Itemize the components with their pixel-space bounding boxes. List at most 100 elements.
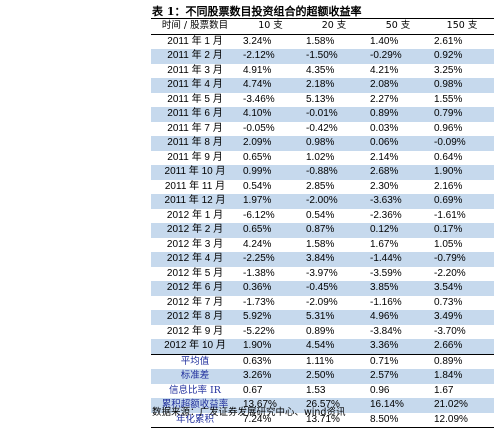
column-header-period: 时间 / 股票数目 bbox=[151, 18, 239, 35]
row-label: 2011 年 2 月 bbox=[151, 49, 239, 64]
cell-value: 2.18% bbox=[302, 78, 366, 93]
cell-value: 4.21% bbox=[370, 64, 399, 76]
row-label: 2011 年 7 月 bbox=[167, 122, 223, 134]
cell-value: 3.26% bbox=[239, 369, 302, 384]
cell-value: 2.50% bbox=[302, 369, 366, 384]
table-row: 2011 年 9 月 0.65% 1.02% 2.14% 0.64% bbox=[151, 151, 494, 166]
cell-value: -0.88% bbox=[302, 165, 366, 180]
cell-value: 1.97% bbox=[239, 194, 302, 209]
cell-value: -2.00% bbox=[302, 194, 366, 209]
row-label: 2012 年 6 月 bbox=[151, 281, 239, 296]
cell-value: -6.12% bbox=[243, 209, 275, 221]
row-label: 2012 年 2 月 bbox=[151, 223, 239, 238]
cell-value: 2.16% bbox=[434, 180, 463, 192]
cell-value: -1.16% bbox=[370, 296, 402, 308]
row-label: 2012 年 8 月 bbox=[151, 310, 239, 325]
cell-value: 1.53 bbox=[306, 384, 326, 396]
table-header-row: 时间 / 股票数目 10 支 20 支 50 支 150 支 bbox=[151, 18, 494, 35]
cell-value: 1.58% bbox=[306, 35, 335, 47]
cell-value: 3.25% bbox=[434, 64, 463, 76]
cell-value: 1.90% bbox=[430, 165, 494, 180]
cell-value: 2.61% bbox=[434, 35, 463, 47]
table-row: 2012 年 9 月 -5.22% 0.89% -3.84% -3.70% bbox=[151, 325, 494, 340]
cell-value: 0.64% bbox=[434, 151, 463, 163]
row-label: 2011 年 9 月 bbox=[167, 151, 223, 163]
cell-value: 0.65% bbox=[239, 223, 302, 238]
cell-value: 0.12% bbox=[366, 223, 430, 238]
cell-value: 0.87% bbox=[302, 223, 366, 238]
cell-value: 1.40% bbox=[370, 35, 399, 47]
table-row: 2011 年 1 月 3.24% 1.58% 1.40% 2.61% bbox=[151, 34, 494, 49]
table-caption: 表 1：不同股票数目投资组合的超额收益率 bbox=[152, 5, 362, 18]
row-label: 平均值 bbox=[151, 353, 239, 369]
cell-value: 0.71% bbox=[366, 353, 430, 369]
cell-value: 4.96% bbox=[366, 310, 430, 325]
cell-value: 1.84% bbox=[430, 369, 494, 384]
cell-value: 2.09% bbox=[239, 136, 302, 151]
cell-value: 2.30% bbox=[370, 180, 399, 192]
cell-value: -0.05% bbox=[243, 122, 275, 134]
table-row: 2012 年 5 月 -1.38% -3.97% -3.59% -2.20% bbox=[151, 267, 494, 282]
cell-value: 1.58% bbox=[306, 238, 335, 250]
row-label: 信息比率 IR bbox=[169, 384, 221, 396]
table-row: 2011 年 4 月 4.74% 2.18% 2.08% 0.98% bbox=[151, 78, 494, 93]
row-label: 2012 年 4 月 bbox=[151, 252, 239, 267]
cell-value: -1.50% bbox=[302, 49, 366, 64]
cell-value: 0.54% bbox=[243, 180, 272, 192]
cell-value: -5.22% bbox=[243, 325, 275, 337]
table-row: 2011 年 3 月 4.91% 4.35% 4.21% 3.25% bbox=[151, 64, 494, 79]
cell-value: -1.38% bbox=[243, 267, 275, 279]
cell-value: 0.03% bbox=[370, 122, 399, 134]
cell-value: 3.84% bbox=[302, 252, 366, 267]
column-header-150: 150 支 bbox=[430, 18, 494, 35]
cell-value: 0.73% bbox=[434, 296, 463, 308]
table-row: 2011 年 2 月 -2.12% -1.50% -0.29% 0.92% bbox=[151, 49, 494, 64]
cell-value: 0.98% bbox=[302, 136, 366, 151]
cell-value: 1.67% bbox=[370, 238, 399, 250]
table-row: 2012 年 8 月 5.92% 5.31% 4.96% 3.49% bbox=[151, 310, 494, 325]
cell-value: -2.20% bbox=[434, 267, 466, 279]
cell-value: -0.45% bbox=[302, 281, 366, 296]
table-row: 2011 年 11 月 0.54% 2.85% 2.30% 2.16% bbox=[151, 180, 494, 195]
table-row: 2012 年 2 月 0.65% 0.87% 0.12% 0.17% bbox=[151, 223, 494, 238]
cell-value: 4.91% bbox=[243, 64, 272, 76]
cell-value: -0.42% bbox=[306, 122, 338, 134]
cell-value: 2.57% bbox=[366, 369, 430, 384]
cell-value: 0.92% bbox=[430, 49, 494, 64]
cell-value: 4.24% bbox=[243, 238, 272, 250]
row-label: 2011 年 12 月 bbox=[151, 194, 239, 209]
cell-value: -3.46% bbox=[243, 93, 275, 105]
column-header-50: 50 支 bbox=[366, 18, 430, 35]
cell-value: -0.09% bbox=[430, 136, 494, 151]
row-label: 2011 年 11 月 bbox=[164, 180, 226, 192]
table-row: 2011 年 8 月 2.09% 0.98% 0.06% -0.09% bbox=[151, 136, 494, 151]
cell-value: 1.55% bbox=[434, 93, 463, 105]
table-row: 2011 年 5 月 -3.46% 5.13% 2.27% 1.55% bbox=[151, 93, 494, 108]
row-label: 2012 年 9 月 bbox=[166, 325, 224, 337]
cell-value: -1.73% bbox=[243, 296, 275, 308]
row-label: 2012 年 10 月 bbox=[151, 339, 239, 354]
table-row: 2012 年 7 月 -1.73% -2.09% -1.16% 0.73% bbox=[151, 296, 494, 311]
cell-value: 0.89% bbox=[430, 353, 494, 369]
cell-value: 0.99% bbox=[239, 165, 302, 180]
cell-value: 0.96 bbox=[370, 384, 390, 396]
cell-value: 3.49% bbox=[430, 310, 494, 325]
cell-value: 2.08% bbox=[366, 78, 430, 93]
cell-value: 3.85% bbox=[366, 281, 430, 296]
table-row: 2011 年 7 月 -0.05% -0.42% 0.03% 0.96% bbox=[151, 122, 494, 137]
table-row: 2012 年 1 月 -6.12% 0.54% -2.36% -1.61% bbox=[151, 209, 494, 224]
cell-value: 5.92% bbox=[239, 310, 302, 325]
row-label: 2011 年 5 月 bbox=[167, 93, 223, 105]
summary-row: 标准差 3.26% 2.50% 2.57% 1.84% bbox=[151, 369, 494, 384]
row-label: 2012 年 3 月 bbox=[166, 238, 224, 250]
cell-value: 2.66% bbox=[430, 339, 494, 354]
cell-value: 0.89% bbox=[306, 325, 335, 337]
cell-value: 1.05% bbox=[434, 238, 463, 250]
table-row: 2011 年 12 月 1.97% -2.00% -3.63% 0.69% bbox=[151, 194, 494, 209]
cell-value: -3.63% bbox=[366, 194, 430, 209]
cell-value: 4.74% bbox=[239, 78, 302, 93]
cell-value: 0.79% bbox=[430, 107, 494, 122]
cell-value: 5.31% bbox=[302, 310, 366, 325]
table-row: 2012 年 3 月 4.24% 1.58% 1.67% 1.05% bbox=[151, 238, 494, 253]
table-row: 2011 年 6 月 4.10% -0.01% 0.89% 0.79% bbox=[151, 107, 494, 122]
